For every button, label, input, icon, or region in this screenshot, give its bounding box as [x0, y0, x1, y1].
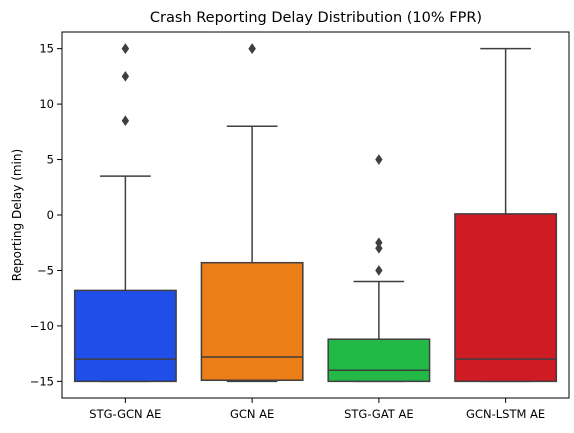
y-tick-label: −5	[37, 263, 54, 277]
x-tick-label: STG-GCN AE	[89, 407, 161, 421]
y-tick-label: 0	[47, 208, 54, 222]
outlier-point	[375, 242, 383, 254]
axes-frame	[61, 31, 570, 399]
y-axis-label: Reporting Delay (min)	[10, 149, 24, 281]
x-tick-label: GCN AE	[230, 407, 274, 421]
outlier-point	[121, 43, 130, 54]
y-tick-label: 15	[39, 42, 54, 56]
outlier-point	[375, 237, 383, 249]
chart-title: Crash Reporting Delay Distribution (10% …	[150, 10, 482, 26]
y-tick-label: 10	[39, 97, 54, 111]
box-gcn-lstm-ae	[454, 213, 558, 383]
y-tick-label: 5	[47, 153, 54, 167]
box-stg-gat-ae	[327, 338, 431, 383]
outlier-point	[121, 115, 130, 127]
box-gcn-ae	[200, 261, 304, 382]
x-tick-label: STG-GAT AE	[344, 407, 414, 421]
plot-area: −15 −10 −5 0 5 10 15 STG-GCN AE GCN AE STG-GAT AE…	[30, 31, 570, 421]
outlier-point	[248, 43, 256, 54]
y-tick-label: −15	[30, 374, 54, 388]
outlier-point	[121, 71, 130, 82]
x-tick-label: GCN-LSTM AE	[466, 407, 545, 421]
outlier-point	[375, 154, 383, 165]
y-tick-label: −10	[30, 319, 54, 333]
box-stg-gcn-ae	[73, 289, 177, 383]
outlier-point	[375, 265, 383, 276]
